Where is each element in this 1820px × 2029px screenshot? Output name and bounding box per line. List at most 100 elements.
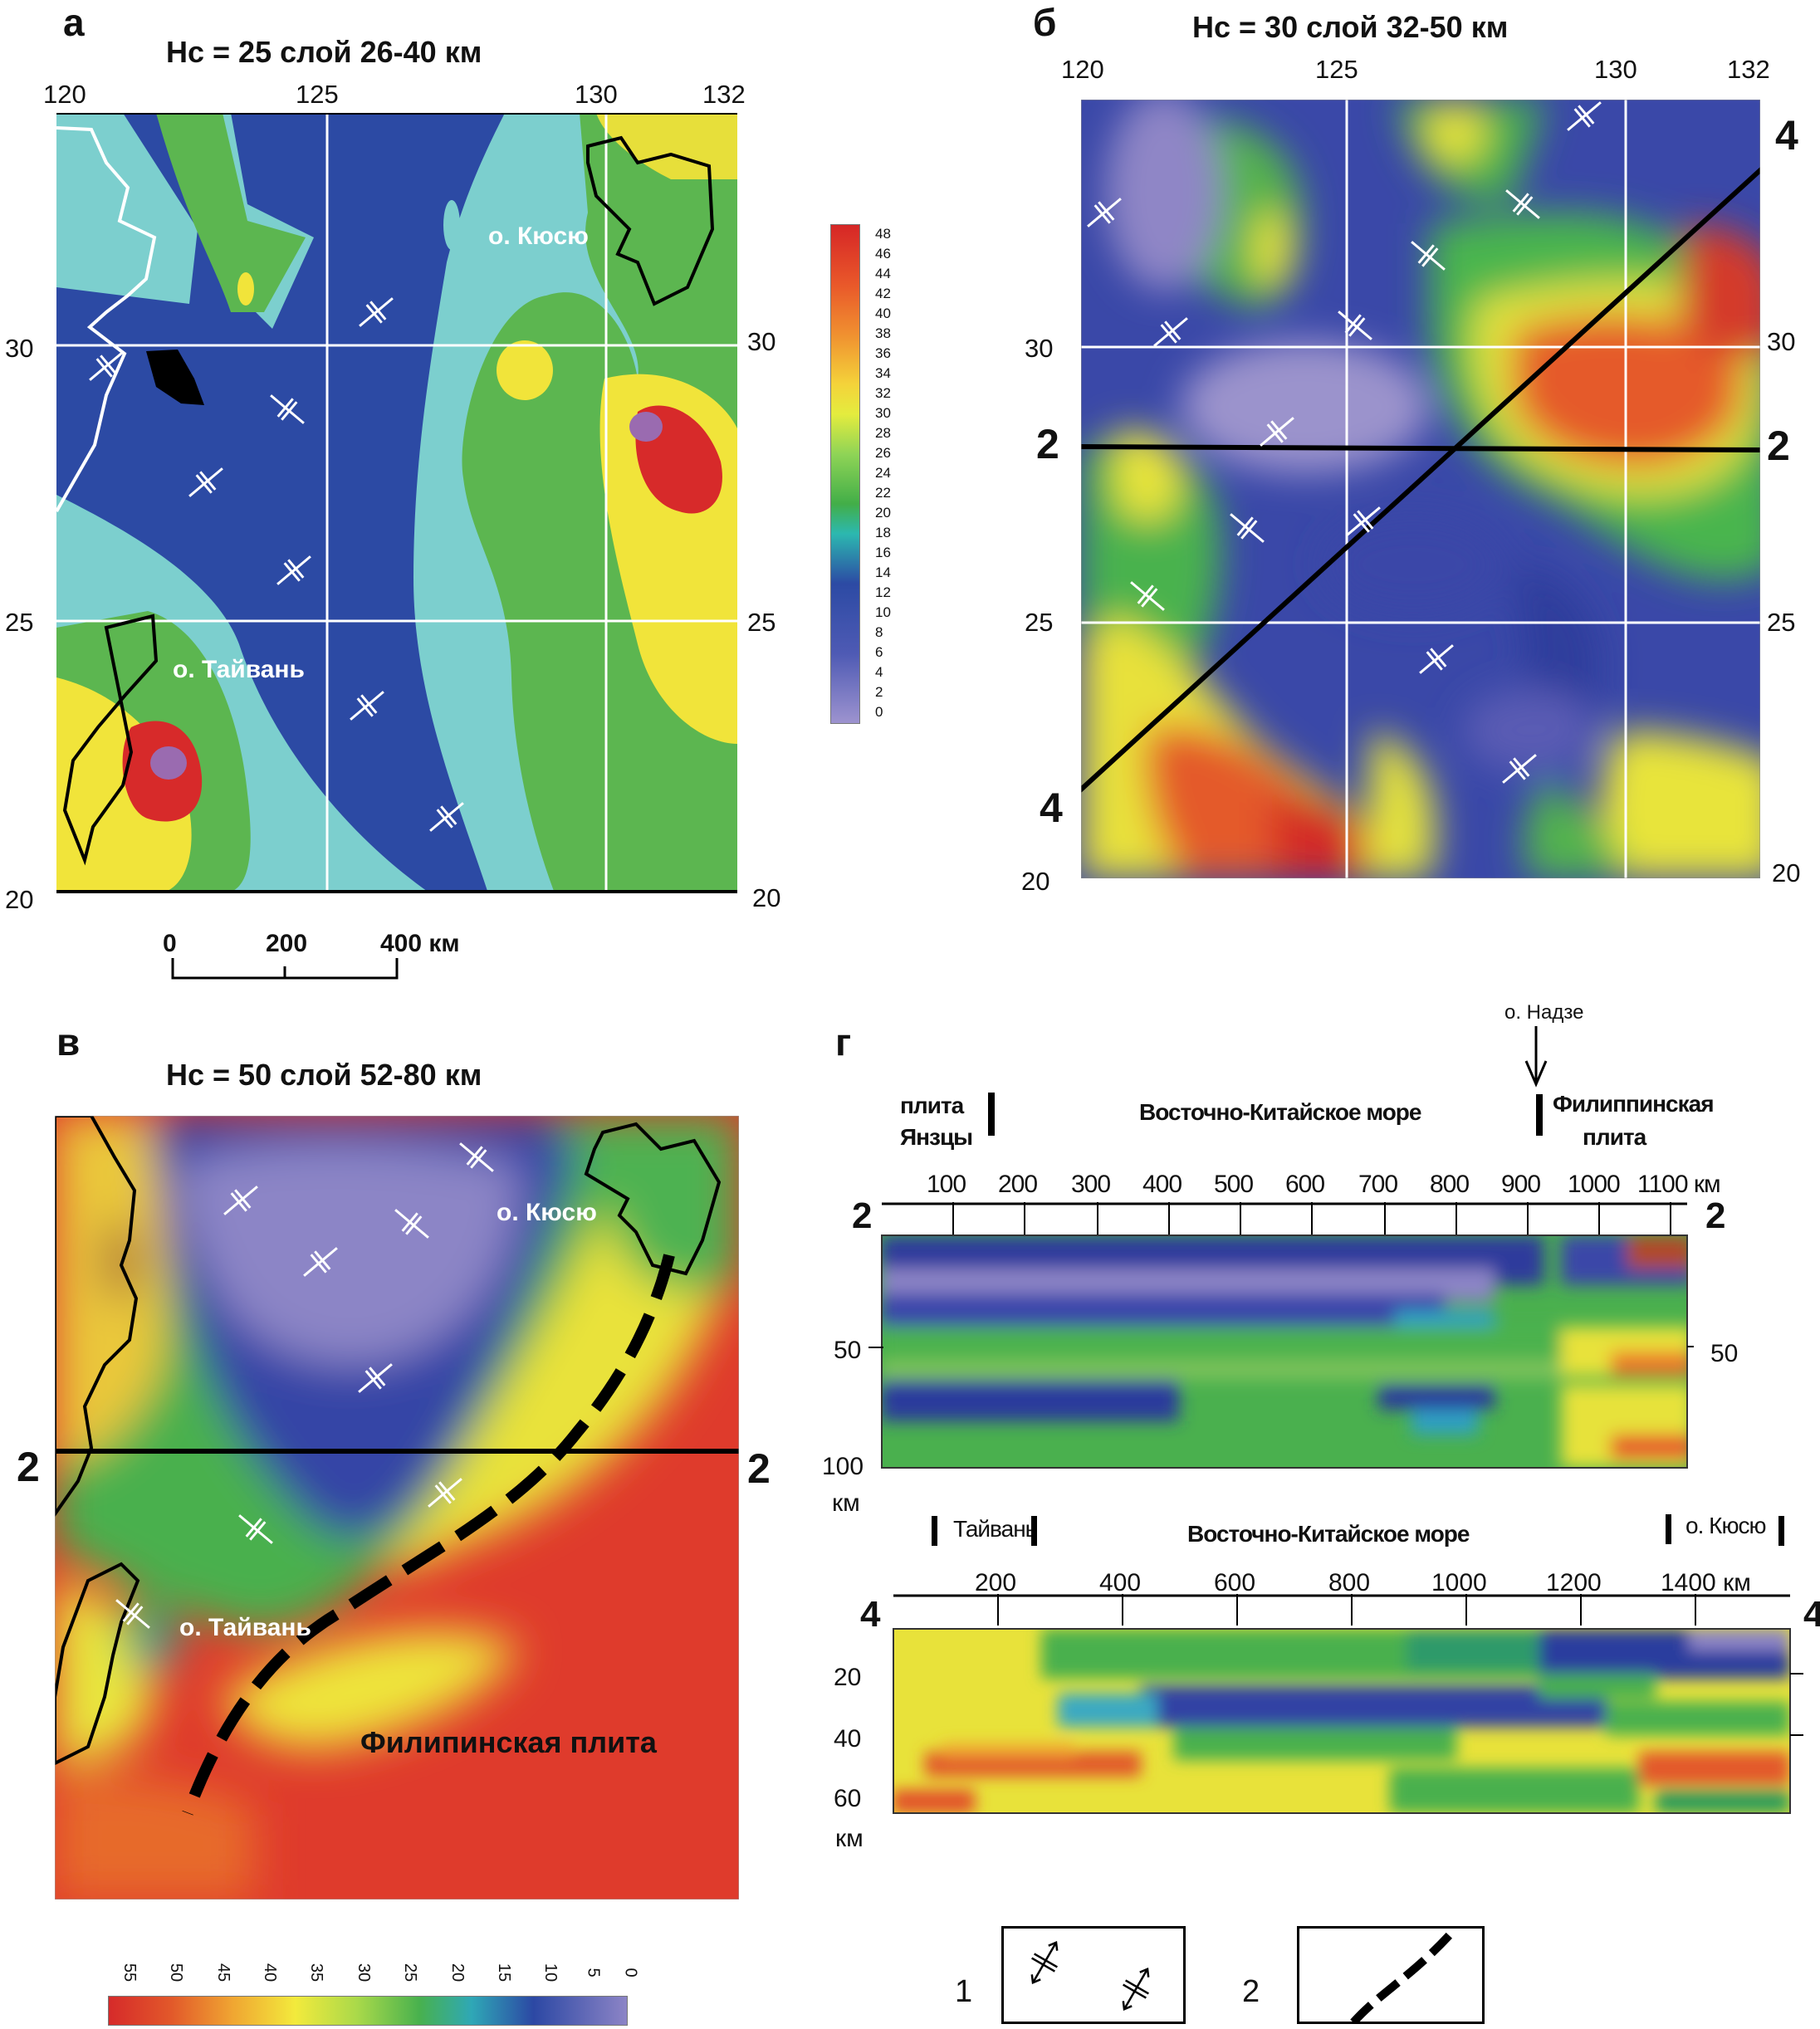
cb-a-8: 32 [875,385,891,401]
cb-a-3: 42 [875,286,891,301]
sec4-tick-600: 600 [1214,1569,1256,1596]
sec2-left-label: 2 [852,1195,873,1236]
sec4-kyushu-label: о. Кюсю [1685,1513,1766,1538]
cb-v-7: 20 [448,1963,467,1983]
sec2-tick-1000: 1000 [1568,1171,1621,1198]
panel-a-lat-20: 20 [5,885,34,914]
panel-v-stress-icons [115,1142,494,1629]
sec2-tick-600: 600 [1285,1171,1325,1198]
cb-a-16: 16 [875,545,891,560]
panel-b-profile-4-right: 4 [1775,112,1798,159]
sec2-depth-tick-left [868,1347,883,1348]
sec2-tick-900: 900 [1501,1171,1541,1198]
kyushu-marker-left [1666,1514,1671,1544]
panel-a-stress-icons [89,297,464,832]
panel-a-lon-120: 120 [43,80,86,109]
panel-v-plate-label: Филипинская плита [360,1725,657,1759]
section-2-2 [881,1202,1694,1469]
scale-bar [171,958,399,980]
panel-b-stress-icons [1087,101,1602,784]
sec2-right-label: 2 [1705,1195,1726,1236]
sec2-tick-800: 800 [1430,1171,1470,1198]
panel-b-lat-20: 20 [1021,867,1050,896]
sec4-tick-1400: 1400 км [1661,1569,1751,1596]
cb-a-12: 24 [875,465,891,481]
panel-b-title: Нс = 30 слой 32-50 км [1192,10,1509,44]
taiwan-marker-right [1031,1516,1037,1546]
cb-a-9: 30 [875,405,891,421]
philippine-plate-line2: плита [1583,1124,1646,1150]
panel-b-lon-130: 130 [1594,55,1637,84]
sec4-depth-40: 40 [834,1725,862,1753]
cb-v-0: 55 [120,1963,139,1983]
legend-item-1-number: 1 [955,1974,973,2009]
cb-a-21: 6 [875,644,883,660]
cb-a-20: 8 [875,624,883,640]
panel-v-map [55,1116,739,1899]
cb-a-18: 12 [875,584,891,600]
cb-a-15: 18 [875,525,891,540]
panel-b-profile-2-right: 2 [1767,423,1790,469]
legend-item-1-box [1001,1926,1186,2024]
sec2-depth-50: 50 [834,1337,862,1364]
panel-b-lon-125: 125 [1315,55,1358,84]
sec2-tick-400: 400 [1142,1171,1182,1198]
panel-b-lat-25: 25 [1025,608,1054,637]
cb-a-23: 2 [875,684,883,700]
panel-v-title: Нс = 50 слой 52-80 км [166,1058,482,1092]
philippine-marker [1536,1094,1543,1136]
sec2-depth-unit: км [832,1489,860,1517]
sec2-tick-300: 300 [1071,1171,1111,1198]
cb-a-17: 14 [875,565,891,580]
panel-b-label: б [1033,1,1057,44]
cb-a-7: 34 [875,365,891,381]
panel-b-lon-120: 120 [1061,55,1104,84]
panel-a-lat-30-right: 30 [747,327,776,356]
cb-v-10: 5 [584,1968,603,1978]
sec4-depth-20: 20 [834,1664,862,1691]
sec2-tick-700: 700 [1358,1171,1398,1198]
panel-a-kyushu-label: о. Кюсю [488,222,589,250]
cb-a-19: 10 [875,604,891,620]
sec4-tick-1200: 1200 [1546,1569,1602,1596]
panel-a-lat-25: 25 [5,608,34,637]
panel-b-map [1081,100,1760,878]
panel-a-title: Нс = 25 слой 26-40 км [166,35,482,69]
nadze-arrow [1524,1026,1548,1088]
panel-b-lat-20-right: 20 [1772,858,1801,887]
sec4-right-label: 4 [1803,1594,1820,1635]
sec2-sea-label: Восточно-Китайское море [1139,1099,1421,1125]
taiwan-marker-left [932,1516,937,1546]
scale-200: 200 [266,930,308,957]
sec2-tick-200: 200 [998,1171,1038,1198]
cb-v-1: 50 [167,1963,186,1983]
cb-v-9: 10 [541,1963,560,1983]
cb-a-13: 22 [875,485,891,501]
panel-a-label: а [63,1,85,44]
sec2-depth-100: 100 [822,1453,864,1480]
sec4-left-label: 4 [860,1594,881,1635]
legend-item-2-box [1297,1926,1485,2024]
panel-a-lat-20-right: 20 [752,883,781,912]
cb-a-2: 44 [875,266,891,281]
nadze-label: о. Надзе [1504,1001,1584,1024]
cb-a-4: 40 [875,306,891,321]
panel-a-lon-130: 130 [575,80,618,109]
sec2-tick-1100: 1100 км [1637,1171,1721,1198]
panel-b-profile-4-left: 4 [1040,785,1063,831]
sec4-taiwan-label: Тайвань [953,1516,1037,1542]
cb-v-11: 0 [621,1968,640,1978]
cb-a-6: 36 [875,345,891,361]
sec4-tick-200: 200 [975,1569,1017,1596]
cb-a-10: 28 [875,425,891,441]
panel-a-lat-30: 30 [5,334,34,363]
legend-stress-icon [1030,1940,1150,2012]
yangtze-plate-line1: плита [900,1093,964,1118]
cb-a-11: 26 [875,445,891,461]
panel-a-colorbar [830,224,860,724]
philippine-plate-line1: Филиппинская [1553,1091,1715,1117]
sec4-distance-axis: 200 400 600 800 1000 1200 1400 км [888,1569,1769,1602]
panel-a-lon-125: 125 [296,80,339,109]
kyushu-marker-right [1778,1516,1784,1546]
sec4-depth-unit: км [835,1825,864,1852]
